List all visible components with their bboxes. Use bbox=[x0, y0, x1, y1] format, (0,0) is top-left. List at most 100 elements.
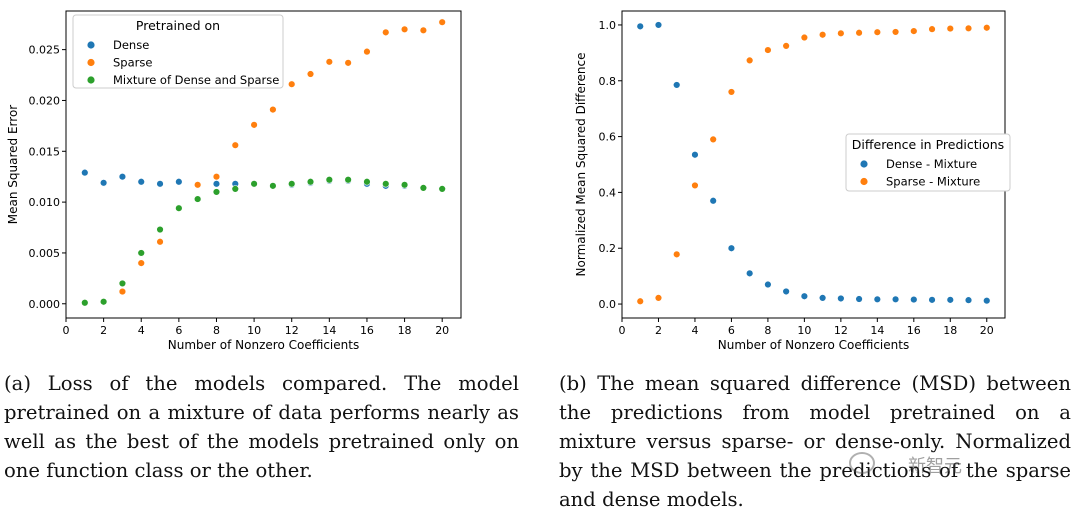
data-point bbox=[818, 294, 827, 302]
data-point bbox=[118, 279, 127, 288]
data-point bbox=[438, 185, 446, 193]
data-point bbox=[175, 204, 183, 212]
x-tick-label: 2 bbox=[655, 324, 662, 337]
data-point bbox=[250, 180, 258, 188]
data-point bbox=[81, 168, 89, 177]
data-point bbox=[873, 295, 882, 304]
data-point bbox=[837, 29, 845, 38]
x-tick-label: 14 bbox=[870, 324, 884, 337]
data-point bbox=[928, 25, 936, 33]
data-point bbox=[419, 26, 428, 35]
data-point bbox=[910, 295, 918, 304]
data-point bbox=[873, 28, 882, 36]
watermark-icon bbox=[849, 452, 875, 474]
x-tick-label: 6 bbox=[728, 324, 735, 337]
data-point bbox=[891, 28, 900, 36]
data-point bbox=[782, 42, 790, 50]
data-point bbox=[400, 181, 409, 189]
x-tick-label: 12 bbox=[834, 324, 848, 337]
y-tick-label: 0.010 bbox=[29, 196, 61, 209]
data-point bbox=[288, 80, 296, 88]
data-point bbox=[231, 141, 239, 149]
legend-marker bbox=[87, 76, 95, 84]
x-tick-label: 14 bbox=[322, 324, 336, 337]
data-point bbox=[231, 185, 239, 193]
data-point bbox=[81, 299, 89, 307]
data-point bbox=[673, 81, 681, 89]
data-point bbox=[654, 294, 663, 302]
data-point bbox=[964, 24, 973, 33]
data-point bbox=[764, 280, 772, 289]
data-point bbox=[400, 25, 409, 33]
data-point bbox=[382, 180, 390, 188]
data-point bbox=[438, 18, 446, 26]
data-point bbox=[764, 46, 772, 54]
data-point bbox=[137, 249, 145, 257]
y-tick-label: 0.6 bbox=[599, 131, 617, 144]
watermark: 新智元 bbox=[908, 456, 962, 477]
data-point bbox=[654, 21, 663, 29]
x-tick-label: 2 bbox=[100, 324, 107, 337]
data-point bbox=[325, 58, 334, 66]
data-point bbox=[964, 296, 973, 304]
x-tick-label: 8 bbox=[764, 324, 771, 337]
chart-a: 0 2 4 6 8 10 12 14 16 18 20 0.000 0.005 0.010 0.015 0.0… bbox=[6, 10, 462, 352]
data-point bbox=[212, 188, 221, 196]
caption-b: (b) The mean squared difference (MSD) be… bbox=[559, 372, 1071, 511]
data-point bbox=[118, 172, 127, 181]
legend-marker bbox=[87, 58, 95, 67]
x-tick-label: 12 bbox=[285, 324, 299, 337]
x-tick-label: 10 bbox=[247, 324, 261, 337]
y-tick-label: 0.025 bbox=[29, 44, 61, 57]
data-point bbox=[118, 287, 127, 296]
y-axis-label: Normalized Mean Squared Difference bbox=[574, 53, 588, 277]
legend-entry: Sparse - Mixture bbox=[886, 175, 980, 189]
x-axis-label: Number of Nonzero Coefficients bbox=[168, 338, 359, 352]
legend-entry: Dense bbox=[113, 38, 149, 52]
data-point bbox=[175, 178, 183, 186]
y-tick-label: 0.2 bbox=[599, 242, 617, 255]
x-tick-label: 4 bbox=[138, 324, 145, 337]
legend-marker bbox=[860, 160, 868, 168]
x-tick-label: 8 bbox=[213, 324, 220, 337]
data-point bbox=[983, 24, 991, 32]
data-point bbox=[691, 151, 699, 159]
data-point bbox=[691, 181, 699, 190]
data-point bbox=[99, 298, 108, 306]
legend-marker bbox=[87, 41, 95, 49]
legend-title: Pretrained on bbox=[136, 18, 220, 33]
legend-entry: Sparse bbox=[113, 56, 152, 70]
data-point bbox=[727, 244, 736, 252]
data-point bbox=[709, 135, 717, 144]
x-tick-label: 10 bbox=[797, 324, 811, 337]
y-tick-label: 0.020 bbox=[29, 94, 61, 107]
x-tick-label: 0 bbox=[619, 324, 626, 337]
panel-b: 0 2 4 6 8 10 12 14 16 18 20 0.0 0.2 0.4 0.6 0.8 1.0 Numbe… bbox=[545, 0, 1080, 516]
x-tick-label: 0 bbox=[63, 324, 70, 337]
panel-a: 0 2 4 6 8 10 12 14 16 18 20 0.000 0.005 0.010 0.015 0.0… bbox=[0, 0, 530, 516]
data-point bbox=[193, 195, 202, 203]
data-point bbox=[99, 179, 108, 187]
x-tick-label: 20 bbox=[435, 324, 449, 337]
data-point bbox=[156, 225, 164, 234]
data-point bbox=[673, 250, 681, 259]
data-point bbox=[382, 28, 390, 37]
data-point bbox=[782, 287, 790, 296]
legend-box bbox=[845, 133, 1011, 192]
data-point bbox=[891, 295, 900, 304]
data-point bbox=[855, 295, 863, 303]
data-point bbox=[344, 176, 352, 184]
x-tick-label: 4 bbox=[691, 324, 698, 337]
plot-frame bbox=[65, 10, 462, 319]
data-point bbox=[818, 31, 827, 39]
legend-entry: Dense - Mixture bbox=[886, 157, 977, 171]
data-point bbox=[325, 176, 334, 184]
x-tick-label: 6 bbox=[175, 324, 182, 337]
chart-b: 0 2 4 6 8 10 12 14 16 18 20 0.0 0.2 0.4 0.6 0.8 1.0 Numbe… bbox=[574, 10, 1011, 352]
legend-box bbox=[72, 14, 284, 89]
data-point bbox=[837, 294, 845, 303]
data-point bbox=[156, 238, 164, 246]
data-point bbox=[212, 172, 221, 181]
data-point bbox=[419, 184, 428, 192]
y-tick-label: 0.8 bbox=[599, 75, 617, 88]
